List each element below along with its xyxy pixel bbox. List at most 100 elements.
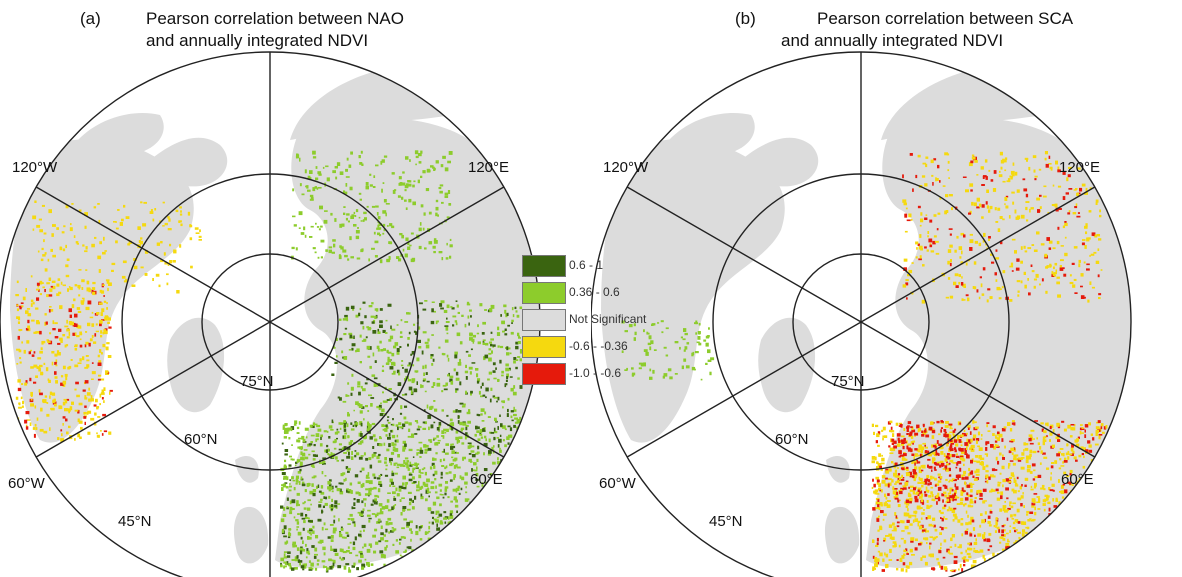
pixel — [350, 151, 353, 155]
pixel — [282, 424, 287, 427]
pixel — [411, 506, 415, 510]
pixel — [999, 170, 1001, 173]
pixel — [190, 265, 193, 269]
pixel — [970, 189, 973, 192]
pixel — [167, 264, 170, 266]
pixel — [346, 157, 349, 161]
pixel — [897, 504, 901, 508]
pixel — [309, 198, 314, 201]
pixel — [91, 287, 96, 290]
pixel — [397, 195, 401, 198]
pixel — [106, 302, 108, 305]
pixel — [507, 369, 511, 371]
pixel — [966, 492, 969, 496]
pixel — [979, 493, 983, 497]
pixel — [491, 557, 494, 562]
pixel — [295, 482, 298, 485]
pixel — [432, 457, 435, 461]
pixel — [683, 328, 687, 332]
pixel — [657, 322, 660, 324]
pixel — [502, 400, 505, 404]
pixel — [914, 466, 918, 470]
pixel — [344, 314, 348, 318]
pixel — [1024, 546, 1028, 548]
pixel — [948, 194, 953, 197]
pixel — [25, 310, 29, 314]
pixel — [91, 399, 93, 402]
pixel — [932, 568, 936, 570]
pixel — [899, 478, 901, 480]
pixel — [1050, 476, 1052, 481]
pixel — [1038, 557, 1040, 560]
pixel — [444, 548, 447, 552]
pixel — [74, 284, 78, 287]
pixel — [399, 182, 403, 186]
pixel — [314, 454, 318, 457]
pixel — [959, 467, 962, 472]
pixel — [391, 225, 395, 229]
pixel — [380, 537, 384, 541]
pixel — [62, 334, 66, 337]
pixel — [360, 431, 362, 434]
pixel — [455, 390, 458, 393]
pixel — [378, 453, 381, 457]
pixel — [882, 426, 886, 431]
pixel — [1034, 482, 1037, 487]
pixel — [903, 258, 908, 262]
pixel — [1013, 447, 1016, 451]
pixel — [31, 354, 35, 357]
label-n45: 45°N — [118, 513, 152, 530]
pixel — [989, 205, 993, 210]
pixel — [994, 563, 999, 566]
pixel — [1074, 206, 1078, 209]
pixel — [974, 497, 977, 499]
pixel — [1076, 215, 1081, 218]
pixel — [387, 421, 391, 424]
pixel — [470, 538, 474, 540]
pixel — [65, 376, 68, 381]
pixel — [508, 459, 511, 462]
pixel — [880, 503, 883, 507]
pixel — [416, 421, 419, 424]
pixel — [1025, 526, 1028, 529]
pixel — [372, 446, 375, 449]
pixel — [49, 288, 53, 292]
pixel — [1072, 450, 1075, 454]
pixel — [505, 363, 509, 367]
pixel — [73, 323, 78, 327]
pixel — [504, 558, 507, 563]
pixel — [692, 351, 695, 356]
pixel — [384, 457, 387, 461]
pixel — [965, 510, 968, 514]
pixel — [297, 531, 302, 536]
pixel — [918, 496, 923, 499]
pixel — [1064, 566, 1069, 571]
pixel — [1020, 521, 1025, 525]
pixel — [28, 351, 31, 355]
pixel — [932, 451, 936, 455]
pixel — [1033, 169, 1036, 173]
pixel — [1083, 296, 1086, 299]
pixel — [914, 518, 919, 522]
pixel — [501, 321, 504, 324]
pixel — [1042, 441, 1045, 446]
pixel — [1013, 513, 1017, 517]
pixel — [374, 240, 379, 244]
pixel — [984, 159, 988, 163]
pixel — [957, 474, 961, 478]
pixel — [284, 423, 288, 426]
pixel — [467, 541, 469, 544]
pixel — [968, 542, 972, 546]
pixel — [24, 382, 28, 386]
pixel — [1075, 459, 1078, 462]
pixel — [320, 485, 324, 489]
pixel — [418, 528, 421, 532]
pixel — [304, 563, 307, 567]
pixel — [492, 362, 496, 366]
pixel — [1067, 456, 1070, 460]
pixel — [402, 367, 404, 369]
pixel — [1077, 436, 1080, 439]
pixel — [422, 380, 425, 382]
pixel — [901, 474, 903, 478]
pixel — [1030, 520, 1035, 522]
